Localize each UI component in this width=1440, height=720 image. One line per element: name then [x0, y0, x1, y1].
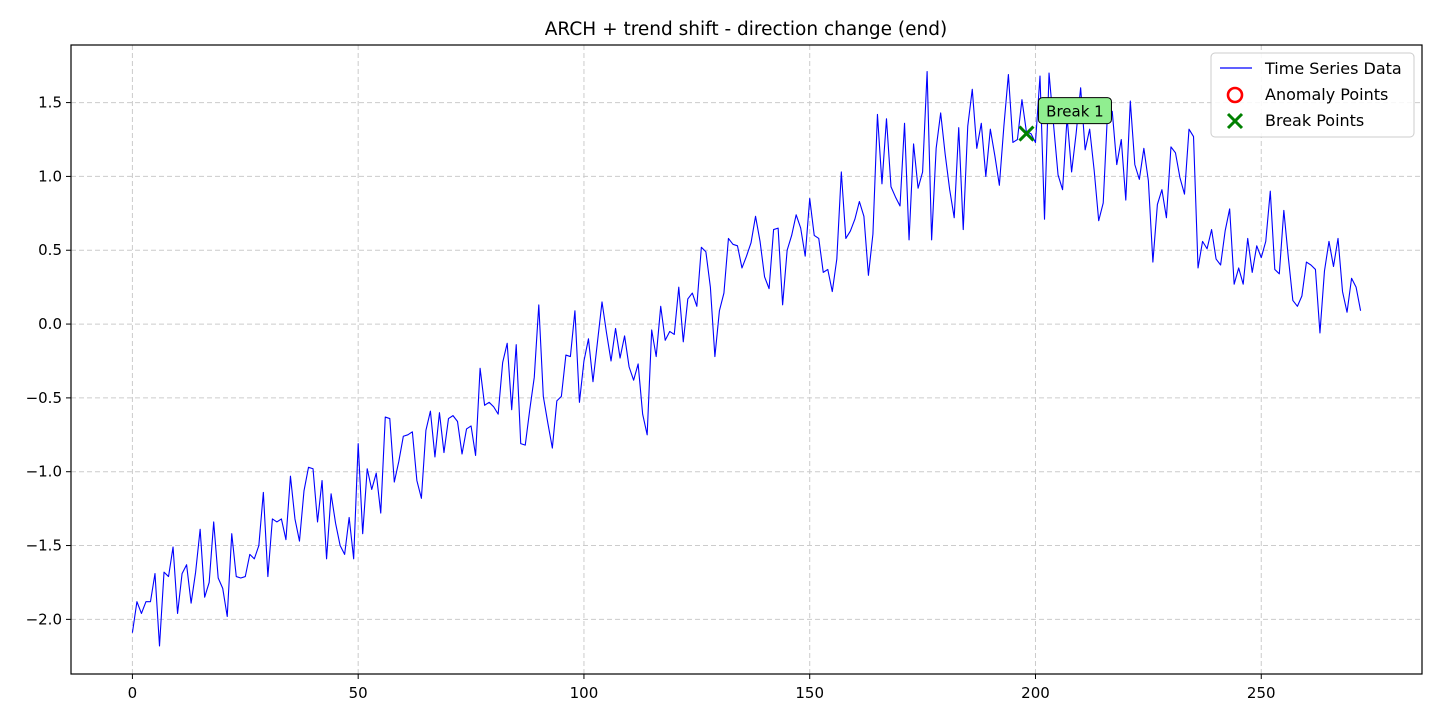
y-tick-label: −1.5 [26, 537, 62, 555]
chart-title: ARCH + trend shift - direction change (e… [545, 19, 947, 40]
y-tick-label: 1.5 [38, 94, 62, 112]
y-tick-label: −0.5 [26, 389, 62, 407]
y-tick-label: 1.0 [38, 167, 62, 185]
y-tick-label: 0.5 [38, 241, 62, 259]
series-line-time-series-data [131, 71, 1362, 647]
legend-break-marker [1226, 112, 1244, 130]
legend-label-break: Break Points [1265, 111, 1364, 130]
legend-label-series: Time Series Data [1264, 59, 1402, 78]
series-group [131, 71, 1362, 647]
break-points [1018, 125, 1035, 142]
x-tick-label: 100 [570, 684, 599, 702]
annotation-box [1037, 97, 1112, 125]
annotations: Break 1 [1037, 97, 1112, 125]
legend-anomaly-marker [1226, 86, 1244, 104]
legend-box [1210, 52, 1415, 138]
x-tick-label: 200 [1021, 684, 1050, 702]
grid [71, 45, 1422, 674]
break-point [1018, 125, 1035, 142]
y-tick-label: 0.0 [38, 315, 62, 333]
legend-label-anomaly: Anomaly Points [1265, 85, 1388, 104]
y-tick-label: −2.0 [26, 610, 62, 628]
y-axis: −2.0 −1.5 −1.0 −0.5 0.0 0.5 1.0 1.5 [26, 94, 71, 628]
x-tick-label: 150 [795, 684, 824, 702]
annotation-label: Break 1 [1046, 103, 1104, 121]
legend: Time Series Data Anomaly Points Break Po… [1210, 52, 1415, 138]
x-tick-label: 0 [128, 684, 138, 702]
x-tick-label: 250 [1247, 684, 1276, 702]
x-tick-label: 50 [349, 684, 368, 702]
plot-frame [70, 44, 1423, 675]
y-tick-label: −1.0 [26, 463, 62, 481]
x-axis: 0 50 100 150 200 250 [128, 674, 1276, 702]
